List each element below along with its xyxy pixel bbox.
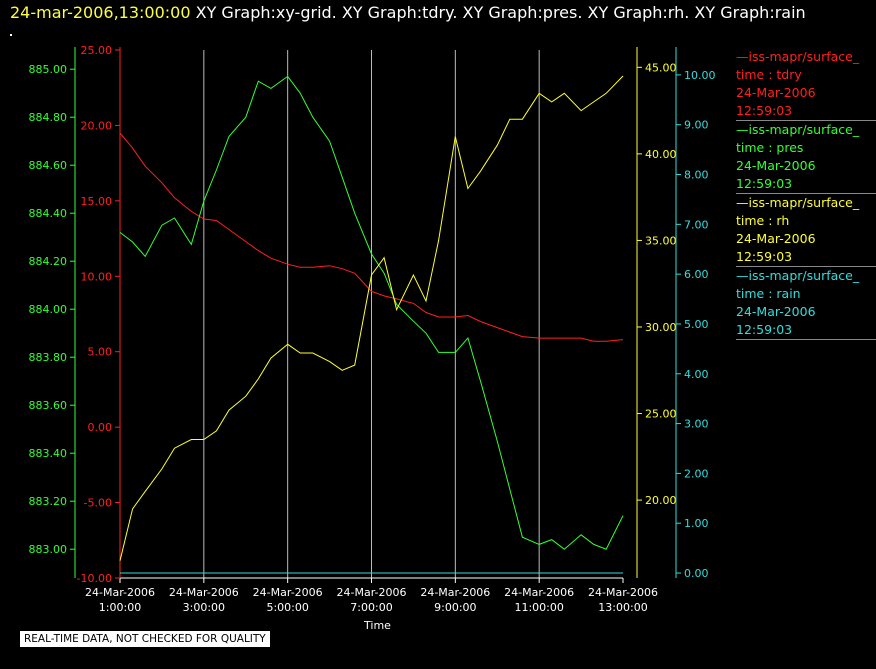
rh-tick-label: 30.00 [645, 321, 677, 334]
legend-series-time: 12:59:03 [736, 322, 793, 337]
tdry-tick-label: 25.00 [81, 44, 113, 57]
legend-entry-rain: —iss-mapr/surface_ time : rain 24-Mar-20… [736, 267, 876, 340]
pres-tick-label: 884.20 [29, 255, 68, 268]
pres-tick-label: 885.00 [29, 63, 68, 76]
pres-tick-label: 884.00 [29, 303, 68, 316]
tdry-tick-label: -10.00 [77, 572, 112, 585]
tdry-series-line [119, 132, 624, 342]
legend-series-time: 12:59:03 [736, 176, 793, 191]
rh-tick-label: 40.00 [645, 148, 677, 161]
pres-tick-label: 884.60 [29, 159, 68, 172]
x-tick-label: 24-Mar-2006 11:00:00 [504, 586, 574, 614]
graph-title: 24-mar-2006,13:00:00 XY Graph:xy-grid. X… [10, 3, 806, 22]
x-tick-label: 24-Mar-2006 7:00:00 [337, 586, 407, 614]
pres-tick-label: 884.80 [29, 111, 68, 124]
rh-tick-label: 45.00 [645, 61, 677, 74]
rain-tick-label: 5.00 [684, 318, 709, 331]
legend-series-field: time : pres [736, 140, 804, 155]
rain-tick-label: 4.00 [684, 368, 709, 381]
legend-series-name: —iss-mapr/surface_ [736, 122, 860, 137]
legend-series-field: time : tdry [736, 67, 802, 82]
rh-tick-label: 35.00 [645, 234, 677, 247]
title-graph-list: XY Graph:xy-grid. XY Graph:tdry. XY Grap… [195, 3, 806, 22]
tdry-tick-label: 20.00 [81, 119, 113, 132]
pres-tick-label: 883.00 [29, 543, 68, 556]
legend-series-time: 12:59:03 [736, 103, 793, 118]
pres-tick-label: 883.40 [29, 447, 68, 460]
rain-tick-label: 0.00 [684, 567, 709, 580]
rain-tick-label: 7.00 [684, 218, 709, 231]
rh-tick-label: 20.00 [645, 494, 677, 507]
rain-tick-label: 2.00 [684, 467, 709, 480]
rain-tick-label: 9.00 [684, 119, 709, 132]
rain-tick-label: 10.00 [684, 69, 716, 82]
rain-tick-label: 6.00 [684, 268, 709, 281]
x-tick-label: 24-Mar-2006 5:00:00 [253, 586, 323, 614]
legend-series-date: 24-Mar-2006 [736, 85, 816, 100]
rh-series-line [119, 75, 624, 561]
legend-series-name: —iss-mapr/surface_ [736, 49, 860, 64]
rain-tick-label: 3.00 [684, 418, 709, 431]
legend-series-date: 24-Mar-2006 [736, 231, 816, 246]
tdry-tick-label: 10.00 [81, 270, 113, 283]
tdry-tick-label: -5.00 [84, 497, 112, 510]
legend-series-field: time : rh [736, 213, 790, 228]
legend-series-date: 24-Mar-2006 [736, 158, 816, 173]
pres-tick-label: 884.40 [29, 207, 68, 220]
x-tick-label: 24-Mar-2006 9:00:00 [420, 586, 490, 614]
x-axis-title: Time [363, 619, 391, 632]
x-tick-label: 24-Mar-2006 13:00:00 [588, 586, 658, 614]
xy-chart: 24-Mar-2006 1:00:00 24-Mar-2006 3:00:00 24-M… [29, 44, 716, 632]
x-tick-label: 24-Mar-2006 3:00:00 [169, 586, 239, 614]
legend-entry-pres: —iss-mapr/surface_ time : pres 24-Mar-20… [736, 121, 876, 194]
legend-series-name: —iss-mapr/surface_ [736, 268, 860, 283]
tdry-tick-label: 15.00 [81, 195, 113, 208]
title-timestamp: 24-mar-2006,13:00:00 [10, 3, 191, 22]
legend: —iss-mapr/surface_ time : tdry 24-Mar-20… [736, 48, 876, 340]
legend-series-time: 12:59:03 [736, 249, 793, 264]
pres-tick-label: 883.20 [29, 495, 68, 508]
rain-tick-label: 8.00 [684, 169, 709, 182]
rain-tick-label: 1.00 [684, 517, 709, 530]
rh-tick-label: 25.00 [645, 408, 677, 421]
tdry-tick-label: 0.00 [88, 421, 113, 434]
legend-series-field: time : rain [736, 286, 801, 301]
title-dot [10, 34, 12, 36]
legend-series-name: —iss-mapr/surface_ [736, 195, 860, 210]
pres-tick-label: 883.60 [29, 399, 68, 412]
legend-series-date: 24-Mar-2006 [736, 304, 816, 319]
data-quality-disclaimer: REAL-TIME DATA, NOT CHECKED FOR QUALITY [20, 631, 270, 647]
pres-series-line [119, 75, 624, 550]
x-tick-label: 24-Mar-2006 1:00:00 [85, 586, 155, 614]
legend-entry-rh: —iss-mapr/surface_ time : rh 24-Mar-2006… [736, 194, 876, 267]
tdry-tick-label: 5.00 [88, 346, 113, 359]
pres-tick-label: 883.80 [29, 351, 68, 364]
legend-entry-tdry: —iss-mapr/surface_ time : tdry 24-Mar-20… [736, 48, 876, 121]
